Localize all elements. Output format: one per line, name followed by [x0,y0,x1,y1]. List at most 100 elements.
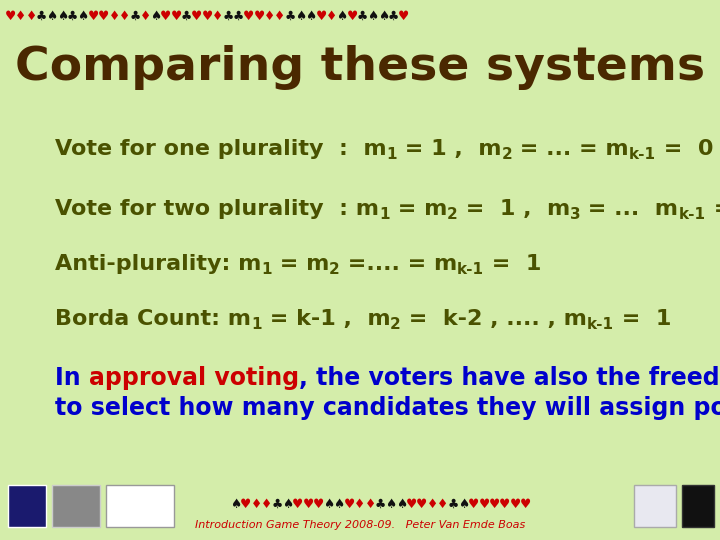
Text: ♥: ♥ [398,10,410,23]
Text: ♠: ♠ [305,10,316,23]
Text: ♥: ♥ [292,498,303,511]
Text: 1: 1 [251,317,261,332]
Text: =  1: = 1 [613,309,671,329]
Text: =.... = m: =.... = m [340,254,457,274]
Text: ♠: ♠ [336,10,348,23]
Text: ♠: ♠ [150,10,161,23]
Text: ♣: ♣ [129,10,140,23]
Text: ♦: ♦ [364,498,376,511]
Text: to select how many candidates they will assign points to.: to select how many candidates they will … [55,396,720,420]
Text: ♥: ♥ [344,498,355,511]
Text: ♠: ♠ [367,10,379,23]
Text: ♥: ♥ [489,498,500,511]
Text: ♠: ♠ [395,498,407,511]
Text: 1: 1 [387,147,397,162]
Text: =  0: = 0 [706,199,720,219]
Text: Introduction Game Theory 2008-09.   Peter Van Emde Boas: Introduction Game Theory 2008-09. Peter … [195,520,525,530]
Text: ♥: ♥ [346,10,358,23]
Text: ♦: ♦ [140,10,150,23]
Text: ♥: ♥ [510,498,521,511]
Text: , the voters have also the freedom: , the voters have also the freedom [299,366,720,390]
Text: Vote for two plurality  : m: Vote for two plurality : m [55,199,379,219]
Text: 2: 2 [329,262,340,277]
Text: ♦: ♦ [274,10,285,23]
Text: ♠: ♠ [323,498,334,511]
Text: ♥: ♥ [416,498,428,511]
Text: ♦: ♦ [109,10,120,23]
Text: ♥: ♥ [88,10,99,23]
Text: ♣: ♣ [233,10,244,23]
Text: 1: 1 [379,207,390,222]
Text: ♣: ♣ [222,10,233,23]
Text: ♥: ♥ [468,498,480,511]
Text: ♥: ♥ [243,10,254,23]
Text: ♦: ♦ [264,10,275,23]
Text: ♣: ♣ [271,498,283,511]
Text: ♠: ♠ [333,498,345,511]
Text: 2: 2 [390,317,401,332]
Text: ♣: ♣ [67,10,78,23]
Text: ♠: ♠ [385,498,397,511]
Text: ♠: ♠ [46,10,58,23]
Text: =  1: = 1 [485,254,541,274]
Text: ♠: ♠ [282,498,293,511]
Text: ♥: ♥ [253,10,265,23]
Text: approval voting: approval voting [89,366,299,390]
Text: 2: 2 [502,147,513,162]
Bar [682,485,714,527]
Text: ♣: ♣ [357,10,368,23]
Text: ♠: ♠ [230,498,241,511]
Text: ♣: ♣ [447,498,459,511]
Text: 1: 1 [261,262,272,277]
Text: = k-1 ,  m: = k-1 , m [261,309,390,329]
Text: ♣: ♣ [375,498,386,511]
Text: k-1: k-1 [457,262,485,277]
Text: ♣: ♣ [181,10,192,23]
Text: Anti-plurality: m: Anti-plurality: m [55,254,261,274]
Text: ♦: ♦ [437,498,449,511]
Text: ♥: ♥ [478,498,490,511]
Text: Borda Count: m: Borda Count: m [55,309,251,329]
Text: ♠: ♠ [458,498,469,511]
Text: =  1 ,  m: = 1 , m [458,199,570,219]
Text: k-1: k-1 [678,207,706,222]
Text: = m: = m [390,199,447,219]
Text: ♥: ♥ [315,10,327,23]
Text: ♦: ♦ [15,10,27,23]
Bar [8,485,46,527]
Text: ♥: ♥ [499,498,510,511]
Text: ♥: ♥ [312,498,324,511]
Text: = m: = m [272,254,329,274]
Text: ♠: ♠ [377,10,389,23]
Text: ♦: ♦ [26,10,37,23]
Text: ♦: ♦ [119,10,130,23]
Text: ♥: ♥ [406,498,417,511]
Text: ♦: ♦ [212,10,223,23]
Text: k-1: k-1 [587,317,613,332]
Text: = 1 ,  m: = 1 , m [397,139,502,159]
Bar [634,485,676,527]
Text: ♦: ♦ [251,498,262,511]
Text: Comparing these systems: Comparing these systems [15,45,705,90]
Text: ♠: ♠ [78,10,89,23]
Text: = ...  m: = ... m [580,199,678,219]
Text: ♠: ♠ [294,10,306,23]
Text: ♥: ♥ [192,10,202,23]
Text: ♥: ♥ [520,498,531,511]
Text: ♦: ♦ [261,498,272,511]
Text: 3: 3 [570,207,580,222]
Text: ♥: ♥ [98,10,109,23]
Text: = ... = m: = ... = m [513,139,629,159]
Text: In: In [55,366,89,390]
Bar [52,485,100,527]
Text: ♦: ♦ [354,498,366,511]
Text: k-1: k-1 [629,147,656,162]
Text: ♥: ♥ [171,10,182,23]
Text: ♠: ♠ [57,10,68,23]
Text: =  0: = 0 [656,139,714,159]
Text: ♦: ♦ [326,10,337,23]
Text: ♥: ♥ [302,498,314,511]
Text: ♥: ♥ [5,10,17,23]
Text: 2: 2 [447,207,458,222]
Text: =  k-2 , .... , m: = k-2 , .... , m [401,309,587,329]
